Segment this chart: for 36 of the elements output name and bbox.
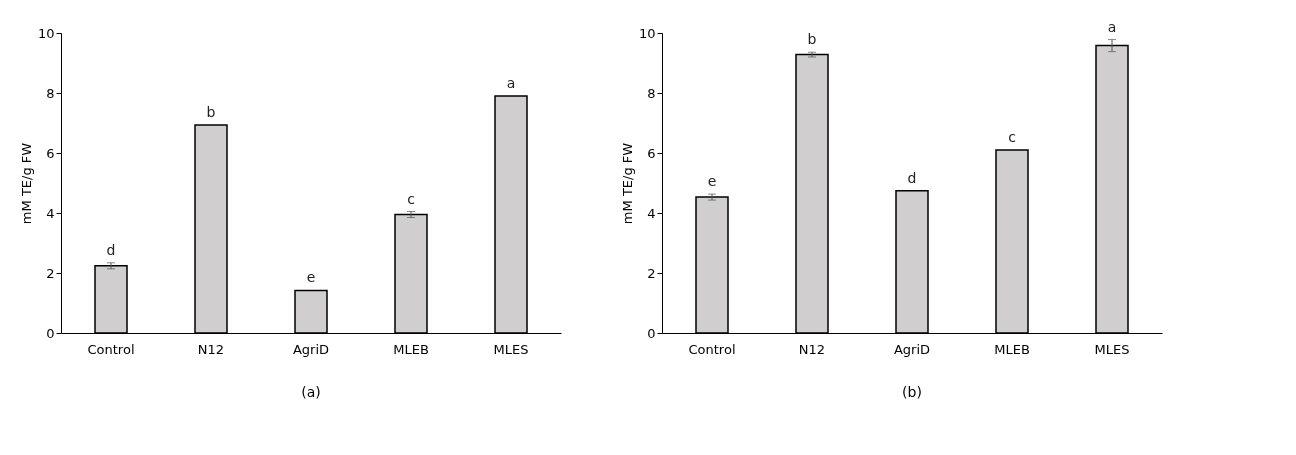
- y-tick-label: 8: [46, 85, 55, 101]
- x-tick-label: N12: [197, 341, 225, 357]
- y-tick-label: 2: [46, 265, 55, 281]
- annotation: c: [407, 190, 415, 207]
- y-tick-label: 10: [37, 25, 55, 41]
- x-tick-label: Control: [688, 341, 736, 357]
- annotation: a: [1107, 18, 1117, 35]
- y-tick-label: 6: [46, 145, 55, 161]
- y-axis-title: mM TE/g FW: [619, 142, 635, 225]
- y-tick-label: 0: [647, 325, 656, 341]
- annotation: c: [1008, 129, 1016, 145]
- x-tick-label: N12: [798, 341, 826, 357]
- annotation: a: [506, 75, 516, 91]
- y-tick-label: 6: [647, 145, 656, 161]
- annotation: b: [206, 104, 216, 121]
- y-tick-label: 10: [638, 25, 656, 41]
- annotation: d: [907, 169, 917, 186]
- x-tick-label: MLES: [493, 341, 529, 357]
- x-tick-label: AgriD: [292, 341, 330, 357]
- annotation: d: [106, 241, 116, 258]
- x-tick-label: AgriD: [893, 341, 931, 357]
- annotation: e: [707, 173, 717, 190]
- y-tick-label: 2: [647, 265, 656, 281]
- x-tick-label: Control: [87, 341, 135, 357]
- x-tick-label: MLEB: [994, 341, 1030, 357]
- text: (b): [902, 384, 922, 400]
- annotation: e: [306, 269, 316, 286]
- y-tick-label: 8: [647, 85, 656, 101]
- annotation: b: [807, 31, 817, 48]
- y-tick-label: 4: [46, 205, 55, 221]
- y-tick-label: 0: [46, 325, 55, 341]
- x-tick-label: MLES: [1094, 341, 1130, 357]
- y-tick-label: 4: [647, 205, 656, 221]
- y-axis-title: mM TE/g FW: [18, 142, 34, 225]
- text: (a): [301, 384, 321, 400]
- x-tick-label: MLEB: [393, 341, 429, 357]
